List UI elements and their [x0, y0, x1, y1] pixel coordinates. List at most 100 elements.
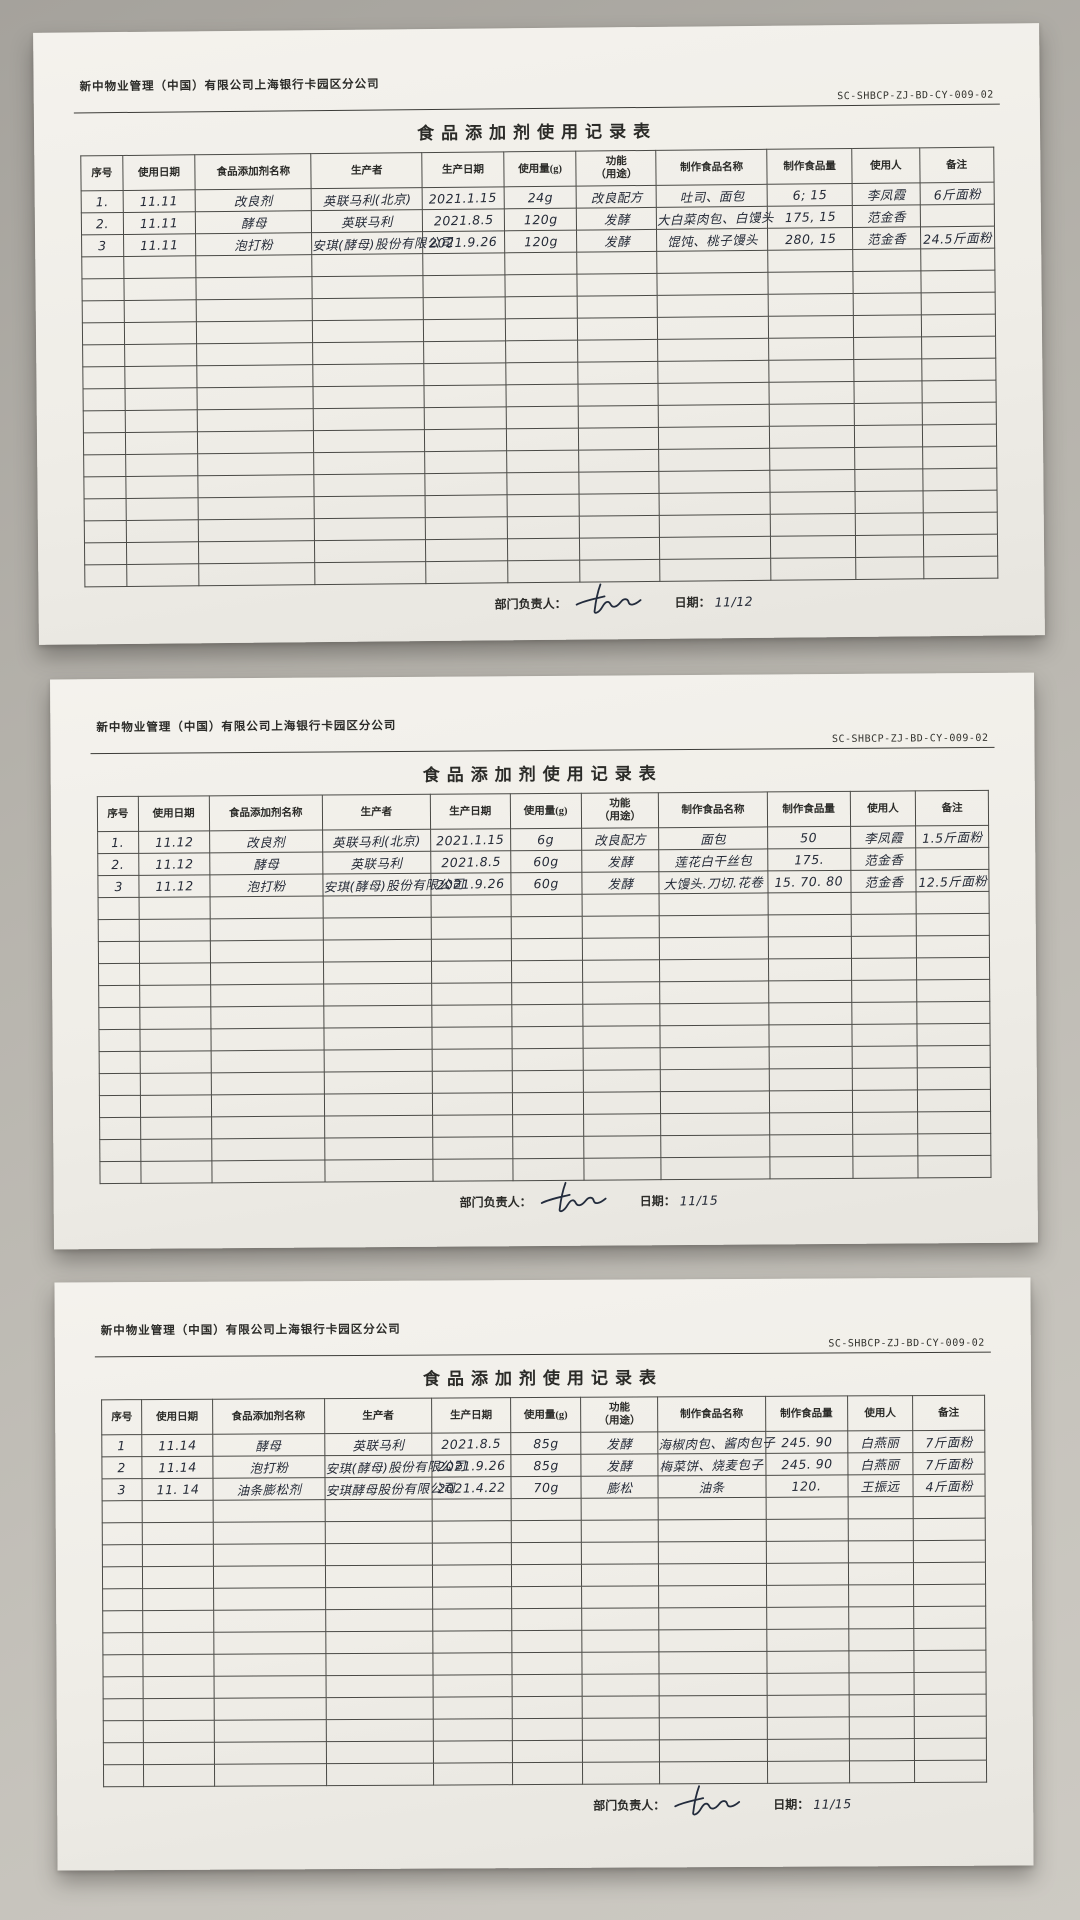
empty-cell	[423, 341, 506, 364]
empty-cell	[314, 539, 426, 563]
record-cell: 1.	[81, 190, 124, 214]
record-cell: 2021.8.5	[431, 1432, 511, 1456]
handwritten-entry: 发酵	[607, 853, 634, 870]
empty-cell	[848, 1584, 914, 1608]
empty-cell	[913, 1672, 987, 1695]
record-cell: 吐司、面包	[656, 184, 768, 208]
handwritten-entry: 英联马利(北京)	[322, 191, 412, 209]
empty-cell	[583, 1135, 662, 1159]
handwritten-entry: 发酵	[603, 233, 631, 250]
empty-cell	[326, 1719, 434, 1742]
empty-cell	[854, 425, 923, 448]
handwritten-entry: 85g	[533, 1457, 559, 1474]
empty-cell	[512, 1696, 583, 1719]
empty-cell	[142, 1500, 213, 1523]
empty-cell	[123, 256, 197, 279]
record-cell	[919, 204, 995, 228]
record-cell: 11. 14	[142, 1478, 213, 1501]
empty-cell	[511, 1048, 583, 1071]
record-cell: 2021.9.26	[430, 872, 511, 896]
empty-cell	[849, 1760, 915, 1784]
handwritten-entry: 2021.8.5	[441, 1435, 502, 1452]
empty-cell	[660, 981, 769, 1004]
empty-cell	[581, 1542, 659, 1565]
empty-cell	[582, 1740, 660, 1763]
empty-cell	[314, 473, 426, 497]
empty-cell	[578, 383, 659, 407]
handwritten-entry: 梅菜饼、烧麦包子	[659, 1456, 765, 1475]
empty-cell	[505, 384, 579, 408]
empty-cell	[765, 1519, 849, 1542]
empty-cell	[505, 362, 579, 386]
empty-cell	[433, 1718, 513, 1742]
empty-cell	[212, 1543, 326, 1567]
empty-cell	[125, 476, 199, 499]
empty-cell	[99, 1139, 141, 1162]
page-content: 新中物业管理（中国）有限公司上海银行卡园区分公司 SC-SHBCP-ZJ-BD-…	[54, 1277, 1033, 1819]
empty-cell	[211, 1094, 325, 1118]
empty-cell	[854, 359, 922, 382]
empty-cell	[661, 1135, 770, 1158]
empty-cell	[765, 1497, 849, 1520]
empty-cell	[659, 915, 768, 938]
empty-cell	[432, 1564, 512, 1588]
record-cell: 英联马利	[311, 209, 423, 233]
empty-cell	[432, 1070, 513, 1094]
handwritten-entry: 1.	[95, 193, 109, 210]
empty-cell	[83, 410, 126, 434]
handwritten-entry: 280, 15	[784, 230, 837, 247]
handwritten-entry: 3	[113, 878, 123, 894]
empty-cell	[323, 939, 432, 963]
empty-cell	[769, 1112, 853, 1136]
record-cell: 70g	[510, 1476, 582, 1499]
empty-cell	[579, 493, 660, 517]
empty-cell	[511, 1586, 582, 1609]
handwritten-entry: 李凤霞	[866, 186, 906, 203]
empty-cell	[424, 429, 507, 452]
empty-cell	[851, 980, 918, 1003]
empty-cell	[853, 271, 921, 294]
empty-cell	[125, 432, 198, 455]
empty-cell	[848, 1540, 914, 1564]
empty-cell	[98, 1007, 140, 1030]
empty-cell	[209, 918, 324, 942]
empty-cell	[852, 1068, 918, 1091]
empty-cell	[511, 1630, 583, 1653]
empty-cell	[913, 1584, 986, 1607]
handwritten-entry: 面包	[699, 831, 727, 847]
empty-cell	[103, 1764, 144, 1788]
empty-cell	[659, 1651, 767, 1675]
empty-cell	[766, 1607, 849, 1630]
handwritten-entry: 24g	[527, 189, 554, 206]
empty-cell	[142, 1544, 214, 1567]
empty-cell	[659, 1717, 767, 1741]
empty-cell	[143, 1764, 215, 1787]
handwritten-entry: 馄饨、桃子馒头	[666, 231, 759, 250]
empty-cell	[210, 1028, 325, 1052]
empty-cell	[768, 958, 852, 982]
empty-cell	[658, 1519, 766, 1543]
handwritten-entry: 泡打粉	[246, 878, 286, 895]
empty-cell	[139, 1051, 211, 1074]
empty-cell	[916, 957, 990, 981]
empty-cell	[913, 1606, 986, 1629]
empty-cell	[582, 1696, 660, 1719]
empty-cell	[143, 1610, 214, 1633]
handwritten-entry: 发酵	[606, 1436, 633, 1452]
column-header: 备注	[919, 147, 995, 184]
record-cell: 11.12	[138, 853, 210, 876]
date-label: 日期：	[773, 1797, 810, 1812]
empty-cell	[196, 254, 313, 279]
record-cell: 李凤霞	[850, 826, 917, 849]
empty-cell	[511, 1542, 582, 1565]
empty-cell	[213, 1587, 326, 1611]
empty-cell	[849, 1716, 915, 1740]
empty-cell	[658, 1497, 766, 1521]
handwritten-entry: 2.	[95, 215, 109, 232]
empty-cell	[82, 344, 125, 368]
handwritten-entry: 4斤面粉	[925, 1478, 973, 1495]
handwritten-entry: 2021.4.22	[437, 1479, 506, 1496]
empty-cell	[767, 271, 854, 295]
handwritten-entry: 泡打粉	[234, 236, 274, 254]
handwritten-entry: 2021.9.26	[429, 233, 498, 251]
